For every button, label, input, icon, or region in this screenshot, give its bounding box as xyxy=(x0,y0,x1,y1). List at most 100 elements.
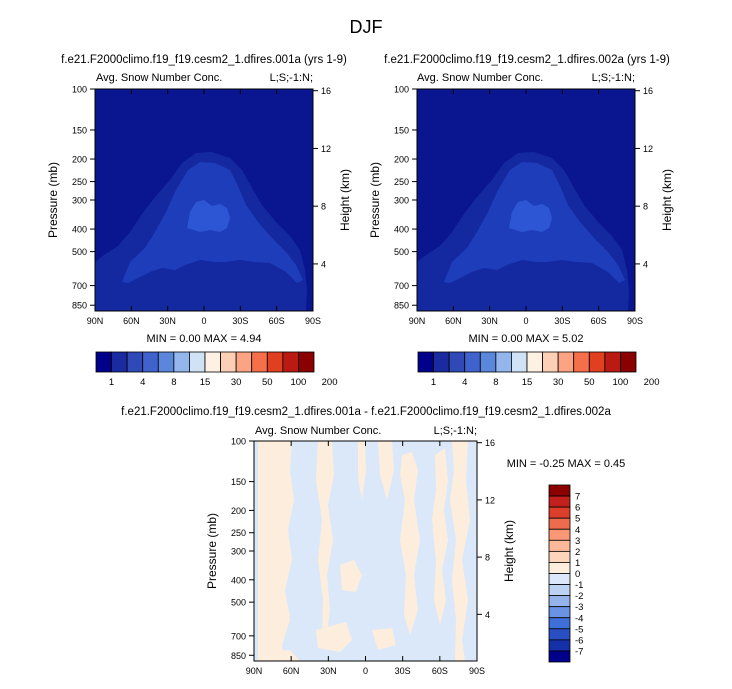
colorbar-swatch xyxy=(548,639,571,652)
diff-patch xyxy=(340,560,362,592)
colorbar-label: 15 xyxy=(522,377,533,388)
diff-patch xyxy=(400,452,420,635)
x-tick-label: 60N xyxy=(445,316,462,326)
y-right-tick-label: 8 xyxy=(643,202,648,212)
panel-3: f.e21.F2000climo.f19_f19.cesm2_1.dfires.… xyxy=(121,406,625,676)
diff-patch xyxy=(432,448,448,625)
colorbar-swatch xyxy=(142,351,159,373)
y-tick-label: 300 xyxy=(231,547,246,557)
panel-2-case-title: f.e21.F2000climo.f19_f19.cesm2_1.dfires.… xyxy=(384,54,670,66)
colorbar-swatch xyxy=(433,351,450,373)
colorbar-swatch xyxy=(111,351,128,373)
y-tick-label: 500 xyxy=(72,247,87,257)
panel-1-field-label: Avg. Snow Number Conc. xyxy=(96,72,222,84)
colorbar-label: 200 xyxy=(644,377,660,388)
colorbar-swatch xyxy=(548,595,571,608)
y-tick-label: 700 xyxy=(394,281,409,291)
y-right-tick-label: 4 xyxy=(321,259,326,269)
colorbar-swatch xyxy=(189,351,206,373)
y-right-tick-label: 8 xyxy=(485,553,490,563)
colorbar-label: 7 xyxy=(575,492,580,503)
colorbar-label: -1 xyxy=(575,580,583,591)
x-tick-label: 30S xyxy=(554,316,570,326)
colorbar-label: 1 xyxy=(575,558,580,569)
y-tick-label: 300 xyxy=(72,196,87,206)
diff-patch xyxy=(378,441,394,500)
panel-2-field-label: Avg. Snow Number Conc. xyxy=(417,72,543,84)
colorbar-label: 50 xyxy=(262,377,273,388)
y-tick-label: 200 xyxy=(231,506,246,516)
y-right-tick-label: 8 xyxy=(321,202,326,212)
y-right-tick-label: 12 xyxy=(321,144,331,154)
y-tick-label: 500 xyxy=(394,247,409,257)
y-axis-title: Pressure (mb) xyxy=(46,162,60,238)
colorbar-swatch xyxy=(266,351,284,373)
x-tick-label: 90S xyxy=(305,316,321,326)
panel-1: f.e21.F2000climo.f19_f19.cesm2_1.dfires.… xyxy=(46,54,352,388)
colorbar-label: -5 xyxy=(575,624,583,635)
colorbar-label: -7 xyxy=(575,646,583,657)
colorbar-swatch xyxy=(542,351,559,373)
panel-1-contours xyxy=(95,89,313,311)
colorbar-swatch xyxy=(298,351,315,373)
x-tick-label: 0 xyxy=(363,666,368,676)
y-tick-label: 150 xyxy=(72,125,87,135)
x-tick-label: 30S xyxy=(232,316,248,326)
colorbar-swatch xyxy=(548,550,571,563)
panel-1-colorbar: 1 4 8 15 30 50 100 200 xyxy=(95,351,338,388)
panel-1-case-title: f.e21.F2000climo.f19_f19.cesm2_1.dfires.… xyxy=(61,54,347,66)
y-right-tick-label: 12 xyxy=(485,495,495,505)
colorbar-swatch xyxy=(282,351,299,373)
colorbar-label: 0 xyxy=(575,569,580,580)
y-right-axis-title: Height (km) xyxy=(660,169,674,231)
colorbar-swatch xyxy=(235,351,253,373)
colorbar-swatch xyxy=(573,351,590,373)
y-tick-label: 500 xyxy=(231,598,246,608)
colorbar-label: 5 xyxy=(575,514,580,525)
y-tick-label: 100 xyxy=(231,437,246,447)
colorbar-label: -3 xyxy=(575,602,583,613)
y-tick-label: 250 xyxy=(394,177,409,187)
x-tick-label: 30N xyxy=(320,666,337,676)
y-tick-label: 400 xyxy=(231,575,246,585)
colorbar-label: 4 xyxy=(575,525,580,536)
y-tick-label: 250 xyxy=(72,177,87,187)
y-tick-label: 850 xyxy=(394,301,409,311)
y-tick-label: 850 xyxy=(231,651,246,661)
x-tick-label: 60S xyxy=(591,316,607,326)
colorbar-swatch xyxy=(448,351,466,373)
x-tick-label: 90N xyxy=(246,666,263,676)
y-tick-label: 200 xyxy=(72,155,87,165)
y-axis-title: Pressure (mb) xyxy=(368,162,382,238)
x-tick-label: 0 xyxy=(523,316,528,326)
colorbar-label: 100 xyxy=(290,377,306,388)
y-tick-label: 150 xyxy=(394,125,409,135)
panel-3-positive-patches xyxy=(258,441,470,661)
colorbar-label: 4 xyxy=(462,377,467,388)
y-tick-label: 150 xyxy=(231,477,246,487)
y-axis-title: Pressure (mb) xyxy=(205,513,219,589)
colorbar-label: 3 xyxy=(575,536,580,547)
y-right-tick-label: 16 xyxy=(321,86,331,96)
panel-2-stats: MIN = 0.00 MAX = 5.02 xyxy=(469,333,584,345)
y-tick-label: 850 xyxy=(72,301,87,311)
y-right-tick-label: 16 xyxy=(643,86,653,96)
x-tick-label: 0 xyxy=(201,316,206,326)
x-tick-label: 90S xyxy=(627,316,643,326)
colorbar-swatch xyxy=(557,351,575,373)
colorbar-swatch xyxy=(220,351,237,373)
y-tick-label: 300 xyxy=(394,196,409,206)
diff-patch xyxy=(316,622,352,652)
y-tick-label: 100 xyxy=(394,85,409,95)
colorbar-swatch xyxy=(548,539,571,552)
colorbar-label: -4 xyxy=(575,613,583,624)
y-tick-label: 100 xyxy=(72,85,87,95)
colorbar-label: 30 xyxy=(553,377,564,388)
colorbar-swatch xyxy=(620,351,637,373)
y-right-tick-label: 12 xyxy=(643,144,653,154)
panel-1-region-label: L;S;-1:N; xyxy=(270,72,313,84)
y-tick-label: 400 xyxy=(394,225,409,235)
y-tick-label: 700 xyxy=(231,631,246,641)
panel-1-contour-level-3 xyxy=(187,200,230,232)
